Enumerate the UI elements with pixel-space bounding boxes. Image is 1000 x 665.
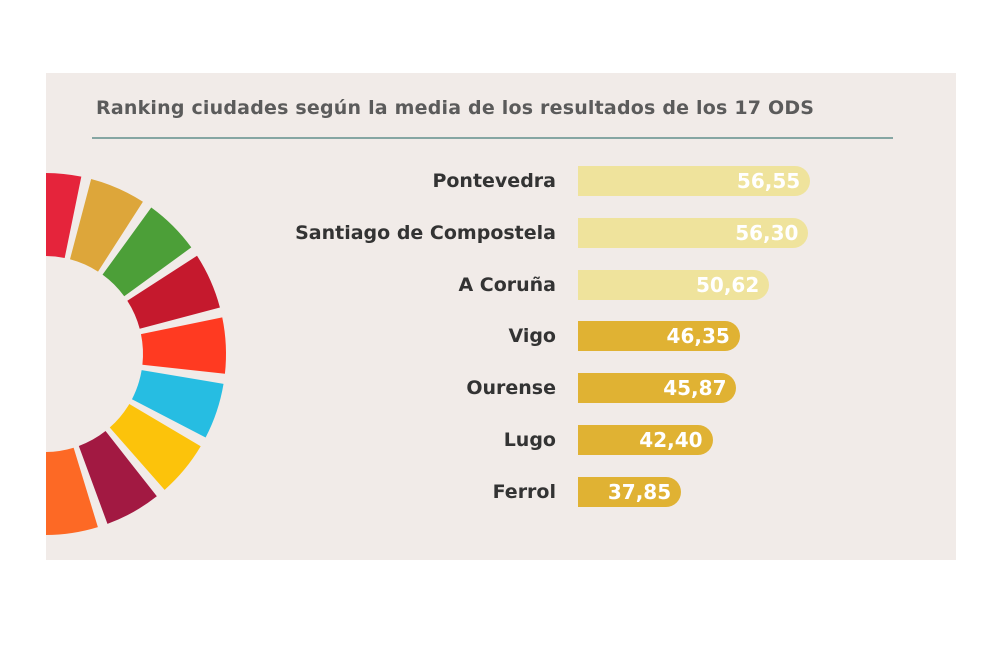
bar: 37,85 — [578, 476, 682, 507]
bar: 50,62 — [578, 269, 770, 300]
bar-category-label: Pontevedra — [432, 170, 556, 192]
bar-value-label: 42,40 — [639, 428, 703, 452]
sdg-wheel-segment — [127, 255, 220, 329]
title-underline — [92, 137, 893, 139]
bar-category-label: Ourense — [466, 377, 556, 400]
chart-panel: Ranking ciudades según la media de los r… — [46, 73, 956, 560]
bar-value-label: 46,35 — [666, 324, 730, 349]
bar-category-label: Lugo — [503, 429, 556, 451]
bar-category-label: Vigo — [508, 325, 556, 348]
sdg-wheel-segment — [46, 173, 82, 258]
sdg-wheel-segment — [109, 403, 201, 490]
chart-title: Ranking ciudades según la media de los r… — [96, 97, 815, 119]
sdg-wheel-segment — [46, 447, 98, 535]
sdg-wheel — [46, 173, 226, 535]
bar-category-label: Ferrol — [492, 480, 556, 503]
sdg-wheel-segment — [131, 370, 224, 438]
bar-value-label: 56,30 — [735, 220, 799, 245]
bar-value-label: 50,62 — [696, 272, 760, 297]
bar-value-label: 37,85 — [607, 479, 672, 504]
bar: 42,40 — [578, 425, 713, 455]
sdg-wheel-segment — [102, 207, 192, 297]
bar-value-label: 45,87 — [663, 376, 727, 401]
bar: 56,30 — [578, 217, 809, 248]
bar-category-label: Santiago de Compostela — [295, 221, 556, 244]
sdg-wheel-segment — [78, 431, 157, 524]
bar: 46,35 — [578, 321, 740, 352]
sdg-wheel-segment — [140, 317, 226, 374]
bar-category-label: A Coruña — [458, 273, 556, 296]
bar: 56,55 — [578, 166, 811, 196]
bar-value-label: 56,55 — [736, 169, 801, 193]
sdg-wheel-segment — [69, 178, 143, 272]
bar: 45,87 — [578, 373, 737, 404]
